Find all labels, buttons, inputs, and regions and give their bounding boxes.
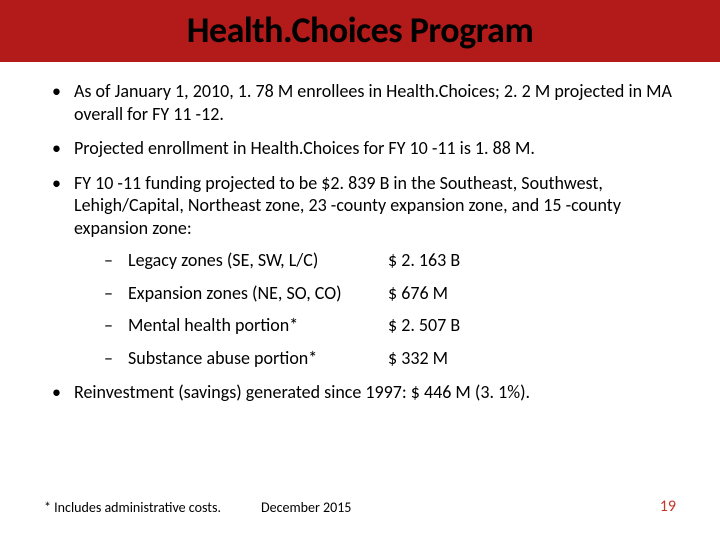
bullet-list: As of January 1, 2010, 1. 78 M enrollees… [44,80,676,404]
dash-label: Expansion zones (NE, SO, CO) [128,282,388,305]
dash-item: Legacy zones (SE, SW, L/C) $ 2. 163 B [104,249,676,272]
dash-item: Substance abuse portion* $ 332 M [104,347,676,370]
title-band: Health.Choices Program [0,0,720,62]
slide-title: Health.Choices Program [0,8,720,52]
dash-item: Mental health portion* $ 2. 507 B [104,314,676,337]
bullet-text: As of January 1, 2010, 1. 78 M enrollees… [74,80,672,125]
bullet-text: Reinvestment (savings) generated since 1… [74,381,530,403]
dash-label: Substance abuse portion* [128,347,388,370]
slide-content: As of January 1, 2010, 1. 78 M enrollees… [0,62,720,404]
dash-value: $ 332 M [388,347,676,370]
dash-list: Legacy zones (SE, SW, L/C) $ 2. 163 B Ex… [74,249,676,369]
bullet-text: FY 10 -11 funding projected to be $2. 83… [74,172,621,239]
dash-label: Legacy zones (SE, SW, L/C) [128,249,388,272]
bullet-item: As of January 1, 2010, 1. 78 M enrollees… [44,80,676,125]
dash-value: $ 676 M [388,282,676,305]
bullet-item: Projected enrollment in Health.Choices f… [44,137,676,160]
dash-item: Expansion zones (NE, SO, CO) $ 676 M [104,282,676,305]
footer-row: * Includes administrative costs. Decembe… [44,499,676,516]
footer-date: December 2015 [221,499,676,516]
dash-value: $ 2. 163 B [388,249,676,272]
footnote-text: * Includes administrative costs. [44,499,221,516]
bullet-item: Reinvestment (savings) generated since 1… [44,381,676,404]
page-number: 19 [660,497,676,516]
bullet-item: FY 10 -11 funding projected to be $2. 83… [44,172,676,370]
bullet-text: Projected enrollment in Health.Choices f… [74,137,535,159]
dash-label: Mental health portion* [128,314,388,337]
dash-value: $ 2. 507 B [388,314,676,337]
